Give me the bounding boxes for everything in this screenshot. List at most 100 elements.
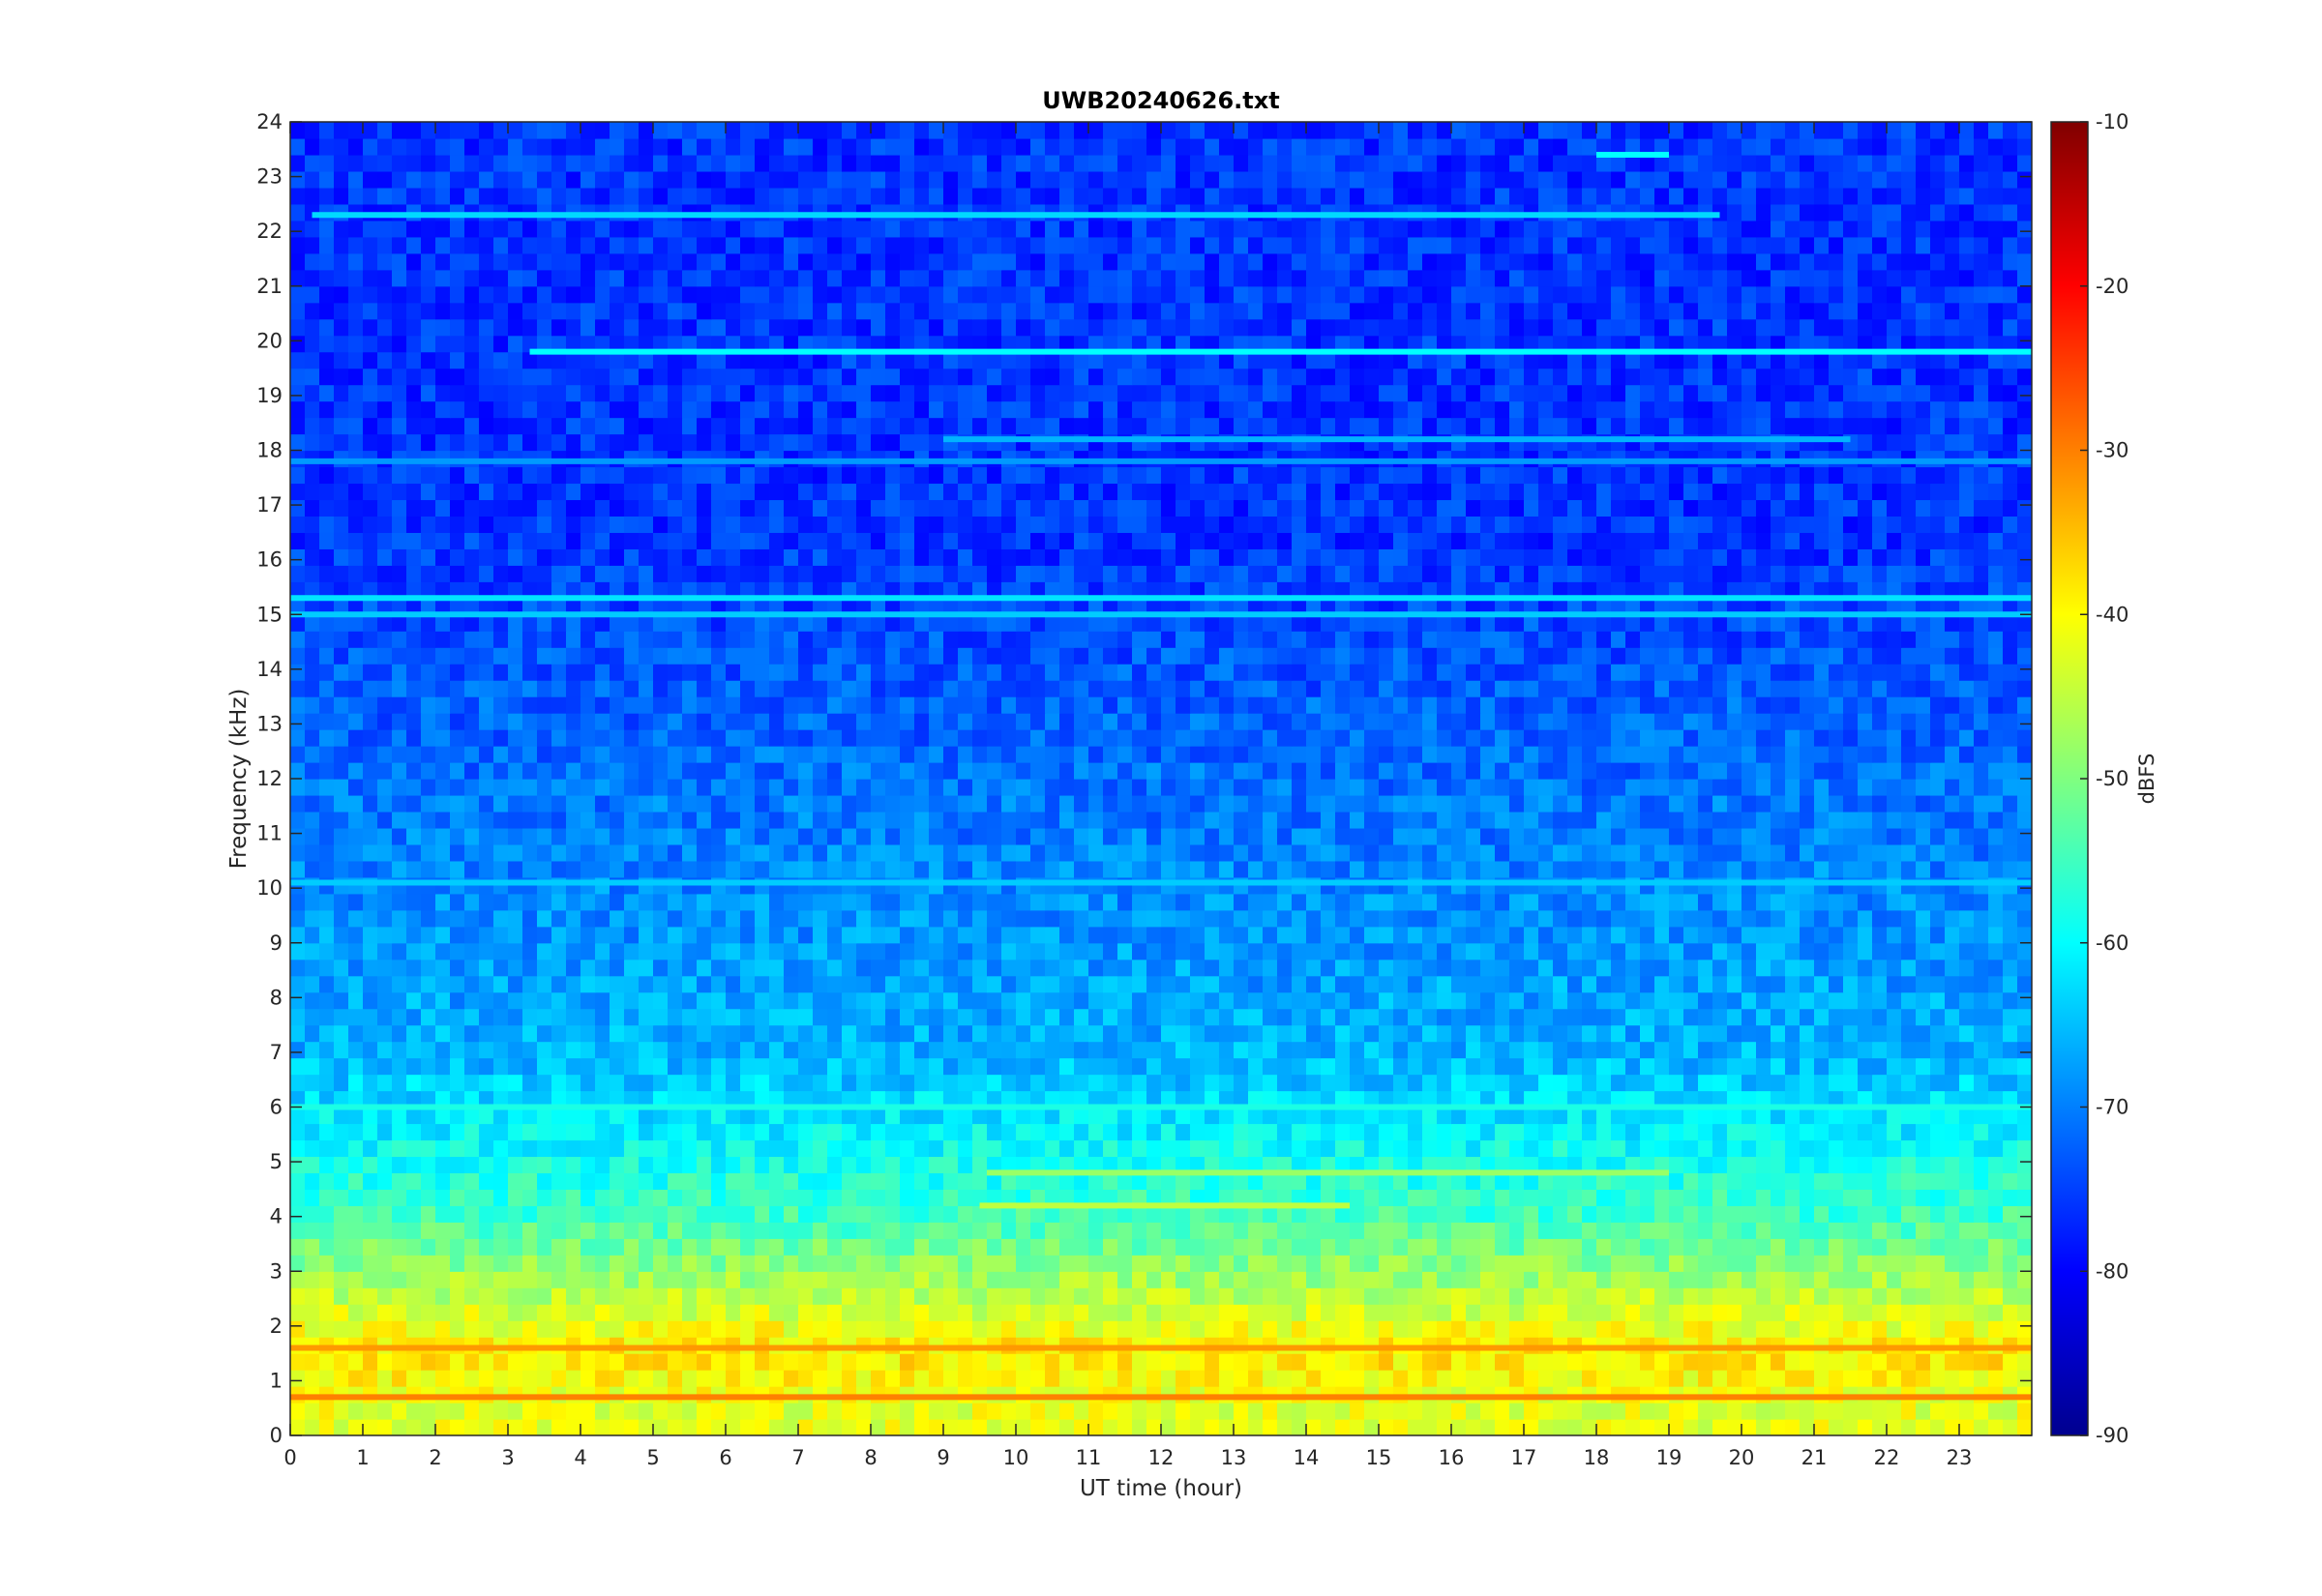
- heatmap-cell: [1161, 843, 1176, 862]
- heatmap-cell: [1205, 843, 1220, 862]
- heatmap-cell: [1582, 926, 1597, 944]
- heatmap-cell: [1146, 843, 1162, 862]
- heatmap-cell: [914, 1370, 930, 1387]
- heatmap-cell: [610, 1074, 625, 1092]
- heatmap-cell: [1248, 843, 1264, 862]
- heatmap-cell: [1509, 1123, 1525, 1141]
- heatmap-cell: [1742, 1320, 1757, 1338]
- heatmap-cell: [1466, 1139, 1481, 1158]
- heatmap-cell: [290, 779, 306, 796]
- heatmap-cell: [1959, 1205, 1975, 1223]
- heatmap-cell: [1016, 860, 1031, 878]
- heatmap-cell: [769, 1255, 785, 1272]
- heatmap-cell: [1916, 1172, 1931, 1190]
- heatmap-cell: [798, 827, 814, 845]
- heatmap-cell: [522, 975, 538, 993]
- heatmap-cell: [1451, 1403, 1467, 1420]
- heatmap-cell: [972, 1123, 988, 1141]
- heatmap-cell: [682, 1287, 698, 1305]
- heatmap-cell: [1393, 1370, 1409, 1387]
- heatmap-cell: [493, 762, 509, 780]
- heatmap-cell: [1858, 893, 1873, 911]
- heatmap-cell: [943, 779, 959, 796]
- heatmap-cell: [1698, 1024, 1713, 1043]
- heatmap-cell: [1771, 1172, 1786, 1190]
- heatmap-cell: [1263, 909, 1278, 928]
- heatmap-cell: [450, 1403, 465, 1420]
- heatmap-cell: [798, 1139, 814, 1158]
- heatmap-cell: [610, 893, 625, 911]
- heatmap-cell: [1393, 893, 1409, 911]
- heatmap-cell: [668, 1222, 683, 1239]
- heatmap-cell: [1553, 1189, 1568, 1206]
- heatmap-cell: [682, 1024, 698, 1043]
- heatmap-cell: [1176, 1041, 1191, 1059]
- heatmap-cell: [929, 1041, 944, 1059]
- heatmap-cell: [1132, 942, 1147, 961]
- heatmap-cell: [856, 860, 872, 878]
- heatmap-cell: [1742, 1238, 1757, 1256]
- heatmap-cell: [1829, 1304, 1844, 1321]
- heatmap-cell: [580, 909, 596, 928]
- heatmap-cell: [1814, 1024, 1830, 1043]
- heatmap-cell: [1350, 1205, 1365, 1223]
- heatmap-cell: [900, 794, 915, 813]
- heatmap-cell: [2017, 762, 2032, 780]
- heatmap-cell: [464, 876, 480, 895]
- heatmap-cell: [1742, 762, 1757, 780]
- heatmap-cell: [1524, 876, 1539, 895]
- heatmap-cell: [1582, 1172, 1597, 1190]
- heatmap-cell: [1132, 1271, 1147, 1288]
- heatmap-cell: [1103, 1255, 1118, 1272]
- heatmap-cell: [1771, 1287, 1786, 1305]
- heatmap-cell: [1654, 1353, 1670, 1371]
- heatmap-cell: [842, 876, 857, 895]
- heatmap-cell: [827, 909, 843, 928]
- heatmap-cell: [1074, 860, 1089, 878]
- heatmap-cell: [1379, 876, 1394, 895]
- heatmap-cell: [464, 1403, 480, 1420]
- heatmap-cell: [580, 1074, 596, 1092]
- heatmap-cell: [711, 1156, 727, 1173]
- heatmap-cell: [1683, 1255, 1699, 1272]
- heatmap-cell: [1379, 909, 1394, 928]
- heatmap-cell: [1974, 1222, 1989, 1239]
- heatmap-cell: [1785, 843, 1801, 862]
- heatmap-cell: [551, 794, 567, 813]
- heatmap-cell: [1509, 1320, 1525, 1338]
- heatmap-cell: [1858, 1320, 1873, 1338]
- heatmap-cell: [1088, 762, 1104, 780]
- heatmap-cell: [1277, 811, 1293, 829]
- heatmap-cell: [1829, 1287, 1844, 1305]
- heatmap-cell: [856, 746, 872, 763]
- heatmap-cell: [305, 1189, 320, 1206]
- heatmap-cell: [726, 1107, 741, 1125]
- heatmap-cell: [392, 1304, 407, 1321]
- heatmap-cell: [537, 1205, 552, 1223]
- heatmap-cell: [1408, 1189, 1423, 1206]
- heatmap-cell: [1379, 1419, 1394, 1435]
- heatmap-cell: [1567, 1205, 1583, 1223]
- heatmap-cell: [987, 942, 1002, 961]
- heatmap-cell: [1959, 1370, 1975, 1387]
- heatmap-cell: [450, 975, 465, 993]
- heatmap-cell: [1146, 827, 1162, 845]
- heatmap-cell: [958, 909, 973, 928]
- heatmap-cell: [1945, 1057, 1960, 1076]
- heatmap-cell: [1466, 1172, 1481, 1190]
- heatmap-cell: [1785, 779, 1801, 796]
- heatmap-cell: [1437, 827, 1452, 845]
- heatmap-cell: [769, 1419, 785, 1435]
- heatmap-cell: [1538, 1107, 1554, 1125]
- heatmap-cell: [1843, 1320, 1859, 1338]
- heatmap-cell: [1988, 991, 2004, 1010]
- heatmap-cell: [1495, 1271, 1510, 1288]
- heatmap-cell: [1117, 762, 1133, 780]
- heatmap-cell: [682, 1139, 698, 1158]
- heatmap-cell: [1553, 1304, 1568, 1321]
- heatmap-cell: [348, 1008, 364, 1026]
- heatmap-cell: [827, 1156, 843, 1173]
- heatmap-cell: [1263, 1189, 1278, 1206]
- heatmap-cell: [1524, 779, 1539, 796]
- heatmap-cell: [1408, 909, 1423, 928]
